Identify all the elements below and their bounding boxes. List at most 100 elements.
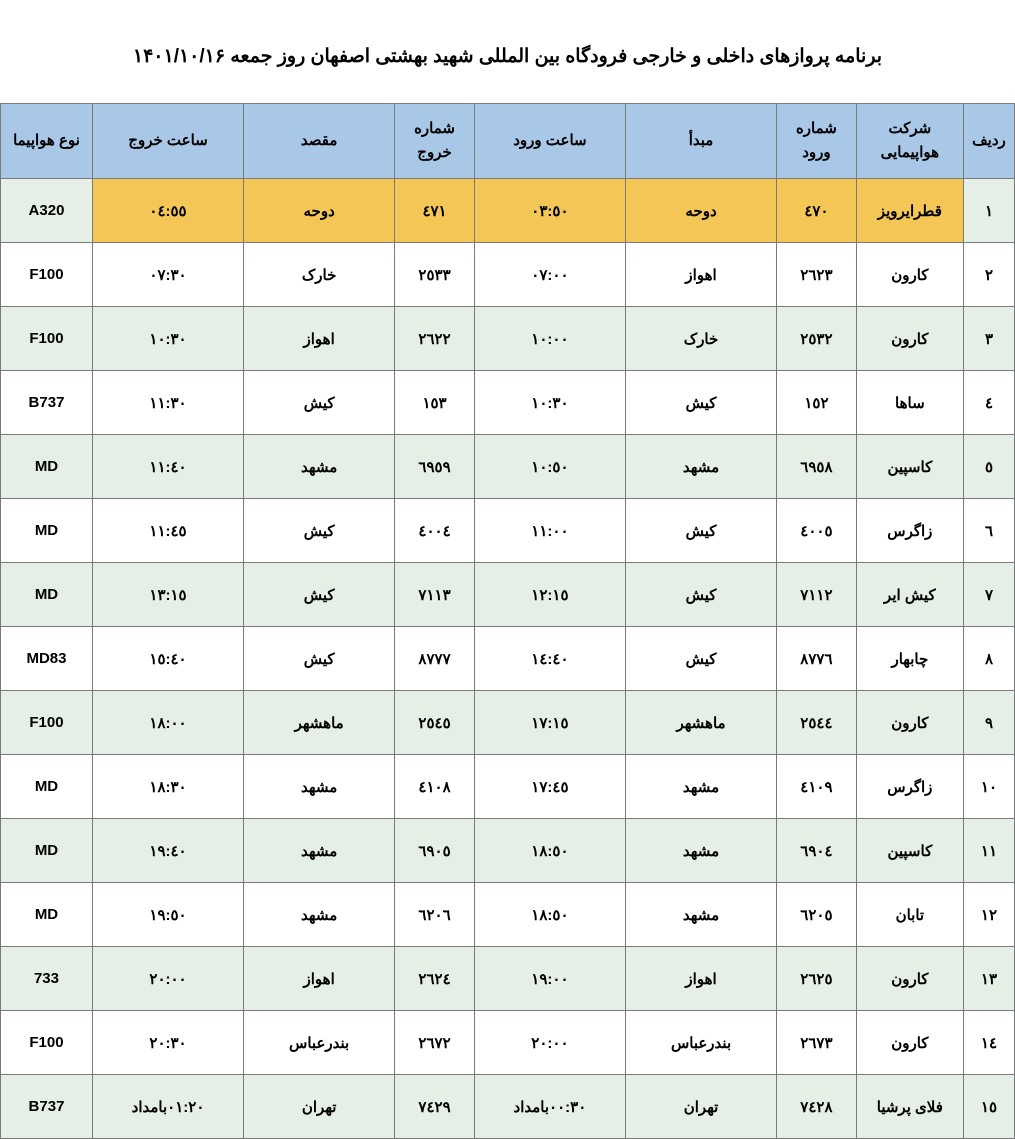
cell-row-no: ٥: [963, 435, 1014, 499]
cell-airline: قطرایرویز: [856, 179, 963, 243]
cell-airline: کارون: [856, 947, 963, 1011]
cell-arrival-time: ١١:٠٠: [474, 499, 625, 563]
cell-arrival-no: ٨٧٧٦: [777, 627, 857, 691]
cell-arrival-time: ٠٣:٥٠: [474, 179, 625, 243]
cell-arrival-time: ١٨:٥٠: [474, 819, 625, 883]
cell-departure-no: ٢٦٢٤: [395, 947, 475, 1011]
table-row: ٥کاسپین٦٩٥٨مشهد١٠:٥٠٦٩٥٩مشهد١١:٤٠MD: [1, 435, 1015, 499]
cell-airline: کارون: [856, 1011, 963, 1075]
cell-destination: کیش: [244, 563, 395, 627]
cell-aircraft: A320: [1, 179, 93, 243]
cell-destination: مشهد: [244, 435, 395, 499]
cell-aircraft: 733: [1, 947, 93, 1011]
cell-row-no: ۱۱: [963, 819, 1014, 883]
cell-departure-no: ٢٦٢٢: [395, 307, 475, 371]
table-row: ٦زاگرس٤٠٠٥کیش١١:٠٠٤٠٠٤کیش١١:٤٥MD: [1, 499, 1015, 563]
cell-departure-time: ١١:٣٠: [92, 371, 243, 435]
cell-departure-no: ٤٧١: [395, 179, 475, 243]
cell-arrival-no: ٢٦٧٣: [777, 1011, 857, 1075]
cell-aircraft: MD: [1, 499, 93, 563]
table-row: ۹کارون٢٥٤٤ماهشهر١٧:١٥٢٥٤٥ماهشهر١٨:٠٠F100: [1, 691, 1015, 755]
cell-arrival-no: ٢٥٣٢: [777, 307, 857, 371]
header-departure-time: ساعت خروج: [92, 104, 243, 179]
cell-destination: بندرعباس: [244, 1011, 395, 1075]
table-row: ۳کارون٢٥٣٢خارک١٠:٠٠٢٦٢٢اهواز١٠:٣٠F100: [1, 307, 1015, 371]
header-arrival-no: شماره ورود: [777, 104, 857, 179]
cell-departure-no: ٦٢٠٦: [395, 883, 475, 947]
cell-departure-time: ١١:٤٥: [92, 499, 243, 563]
cell-aircraft: B737: [1, 371, 93, 435]
cell-departure-time: ١٩:٥٠: [92, 883, 243, 947]
cell-aircraft: MD: [1, 563, 93, 627]
cell-arrival-no: ٢٦٢٥: [777, 947, 857, 1011]
cell-departure-time: ٠١:٢٠بامداد: [92, 1075, 243, 1139]
table-row: ۱۲تابان٦٢٠٥مشهد١٨:٥٠٦٢٠٦مشهد١٩:٥٠MD: [1, 883, 1015, 947]
cell-origin: مشهد: [625, 883, 776, 947]
cell-departure-time: ١٣:١٥: [92, 563, 243, 627]
cell-origin: تهران: [625, 1075, 776, 1139]
cell-departure-no: ٤١٠٨: [395, 755, 475, 819]
cell-aircraft: B737: [1, 1075, 93, 1139]
table-row: ٤ساها١٥٢کیش١٠:٣٠١٥٣کیش١١:٣٠B737: [1, 371, 1015, 435]
cell-airline: کیش ایر: [856, 563, 963, 627]
cell-row-no: ۱۰: [963, 755, 1014, 819]
cell-arrival-no: ١٥٢: [777, 371, 857, 435]
cell-row-no: ٤: [963, 371, 1014, 435]
cell-arrival-time: ٢٠:٠٠: [474, 1011, 625, 1075]
cell-departure-no: ٤٠٠٤: [395, 499, 475, 563]
cell-airline: کاسپین: [856, 819, 963, 883]
cell-departure-time: ٠٤:٥٥: [92, 179, 243, 243]
cell-aircraft: F100: [1, 307, 93, 371]
cell-row-no: ۱٤: [963, 1011, 1014, 1075]
page-title: برنامه پروازهای داخلی و خارجی فرودگاه بی…: [0, 45, 1015, 68]
cell-row-no: ۱٥: [963, 1075, 1014, 1139]
cell-departure-no: ٧١١٣: [395, 563, 475, 627]
cell-destination: اهواز: [244, 947, 395, 1011]
cell-arrival-no: ٤٠٠٥: [777, 499, 857, 563]
cell-origin: کیش: [625, 371, 776, 435]
cell-departure-time: ١١:٤٠: [92, 435, 243, 499]
cell-destination: خارک: [244, 243, 395, 307]
cell-airline: فلای پرشیا: [856, 1075, 963, 1139]
table-row: ۷کیش ایر٧١١٢کیش١٢:١٥٧١١٣کیش١٣:١٥MD: [1, 563, 1015, 627]
cell-destination: کیش: [244, 627, 395, 691]
cell-arrival-time: ١٤:٤٠: [474, 627, 625, 691]
cell-arrival-no: ٧٤٢٨: [777, 1075, 857, 1139]
cell-departure-time: ١٨:٠٠: [92, 691, 243, 755]
cell-destination: مشهد: [244, 755, 395, 819]
cell-destination: دوحه: [244, 179, 395, 243]
cell-row-no: ۸: [963, 627, 1014, 691]
cell-arrival-time: ١٠:٠٠: [474, 307, 625, 371]
cell-aircraft: MD: [1, 755, 93, 819]
cell-origin: دوحه: [625, 179, 776, 243]
cell-airline: کارون: [856, 307, 963, 371]
cell-destination: کیش: [244, 499, 395, 563]
cell-arrival-time: ١٠:٥٠: [474, 435, 625, 499]
cell-origin: بندرعباس: [625, 1011, 776, 1075]
cell-departure-time: ١٨:٣٠: [92, 755, 243, 819]
cell-departure-time: ١٥:٤٠: [92, 627, 243, 691]
cell-destination: ماهشهر: [244, 691, 395, 755]
header-origin: مبدأ: [625, 104, 776, 179]
cell-departure-time: ٠٧:٣٠: [92, 243, 243, 307]
cell-row-no: ۳: [963, 307, 1014, 371]
cell-departure-time: ١٩:٤٠: [92, 819, 243, 883]
cell-aircraft: MD: [1, 435, 93, 499]
header-arrival-time: ساعت ورود: [474, 104, 625, 179]
table-row: ۱۳کارون٢٦٢٥اهواز١٩:٠٠٢٦٢٤اهواز٢٠:٠٠733: [1, 947, 1015, 1011]
cell-arrival-no: ٦٩٥٨: [777, 435, 857, 499]
cell-origin: کیش: [625, 499, 776, 563]
cell-departure-no: ٧٤٢٩: [395, 1075, 475, 1139]
cell-arrival-time: ٠٧:٠٠: [474, 243, 625, 307]
cell-origin: مشهد: [625, 435, 776, 499]
cell-arrival-no: ٧١١٢: [777, 563, 857, 627]
cell-airline: کارون: [856, 691, 963, 755]
table-header: ردیف شرکت هواپیمایی شماره ورود مبدأ ساعت…: [1, 104, 1015, 179]
cell-airline: کارون: [856, 243, 963, 307]
cell-aircraft: F100: [1, 243, 93, 307]
cell-arrival-no: ٦٩٠٤: [777, 819, 857, 883]
cell-aircraft: MD83: [1, 627, 93, 691]
cell-origin: مشهد: [625, 755, 776, 819]
table-body: ۱قطرایرویز٤٧٠دوحه٠٣:٥٠٤٧١دوحه٠٤:٥٥A320۲ک…: [1, 179, 1015, 1139]
table-row: ۲کارون٢٦٢٣اهواز٠٧:٠٠٢٥٣٣خارک٠٧:٣٠F100: [1, 243, 1015, 307]
